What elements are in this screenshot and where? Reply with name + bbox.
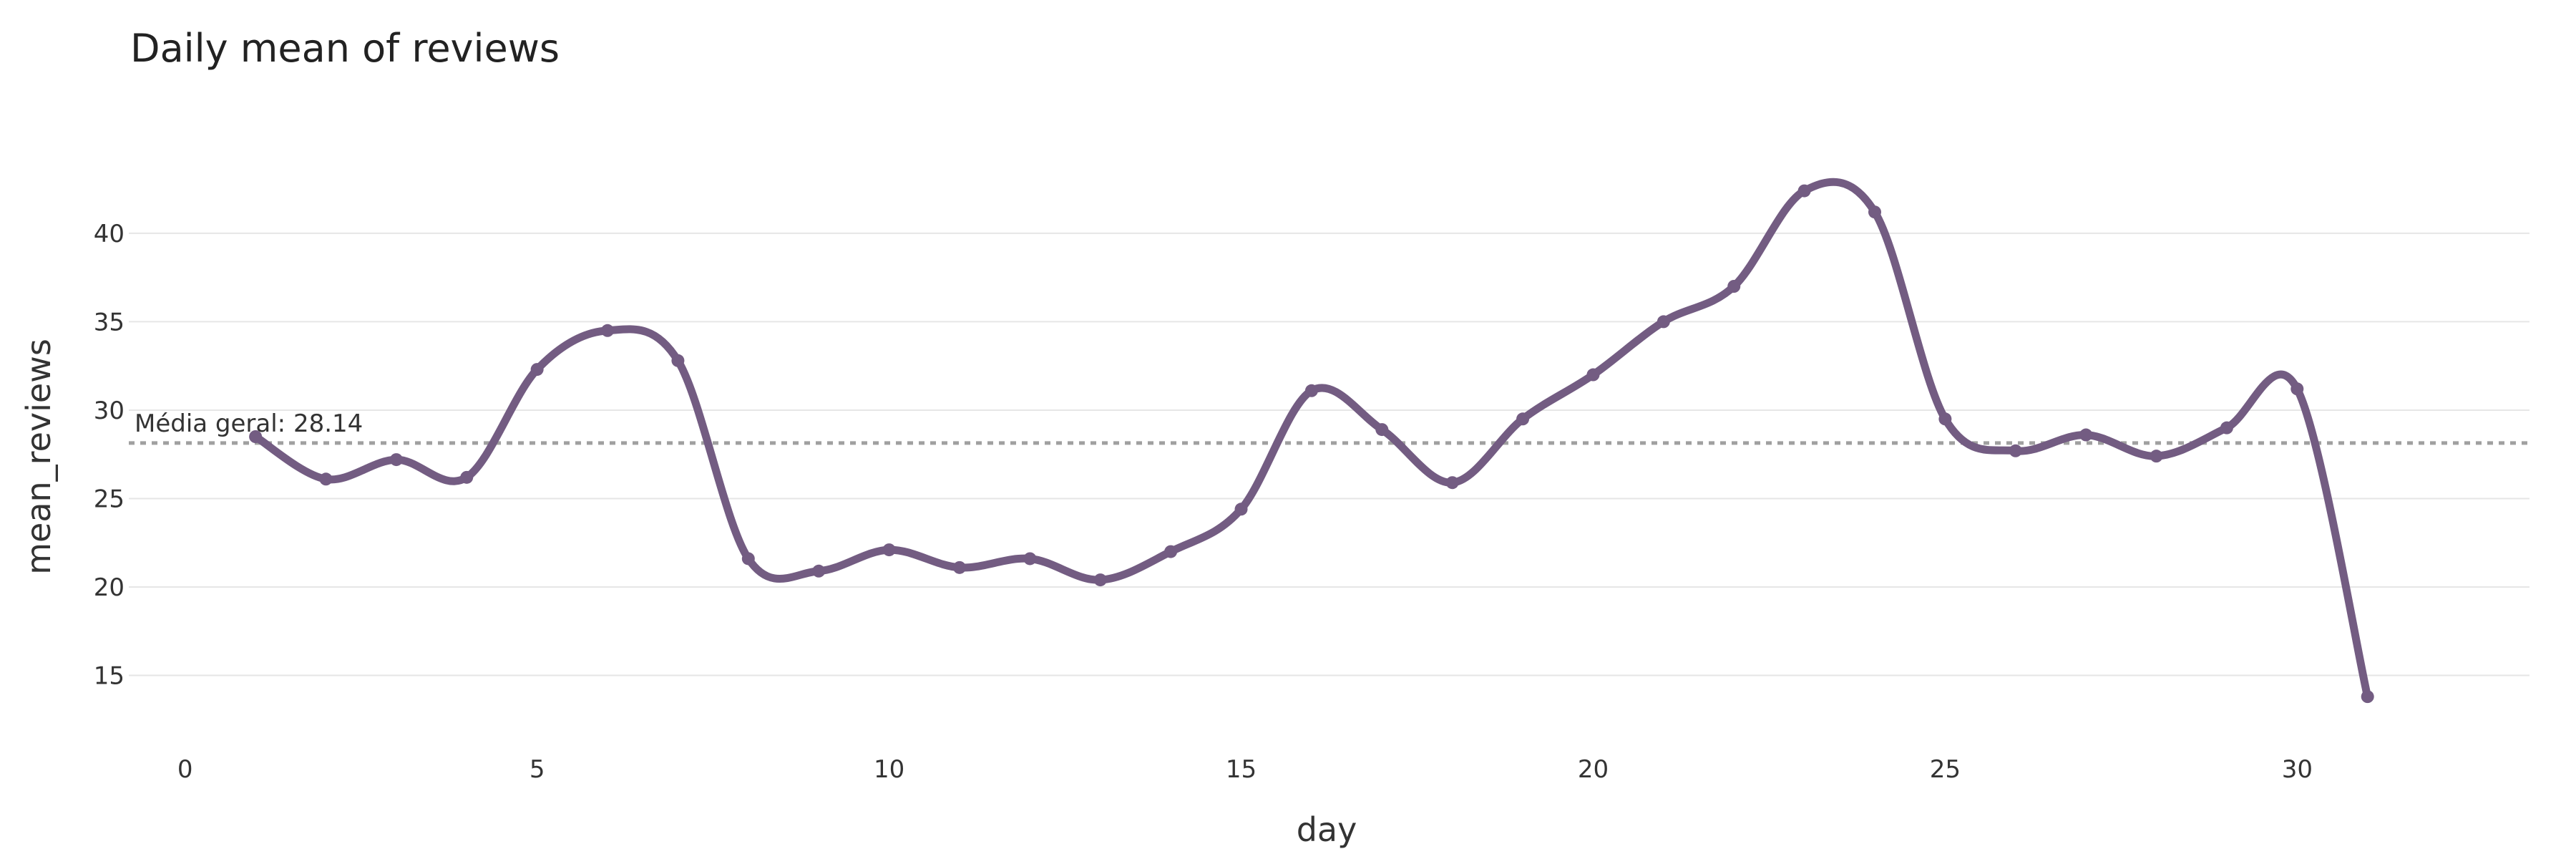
y-tick-label-30: 30 xyxy=(94,397,125,425)
tick-labels: 15 20 25 30 35 40 0 5 10 15 20 25 30 xyxy=(94,220,2313,784)
data-point-day-4 xyxy=(460,470,474,484)
x-tick-label-20: 20 xyxy=(1578,755,1609,784)
reference-line-group: Média geral: 28.14 xyxy=(129,409,2529,445)
mean-reference-label: Média geral: 28.14 xyxy=(135,409,363,438)
data-point-day-8 xyxy=(741,552,755,566)
x-tick-label-0: 0 xyxy=(177,755,193,784)
data-point-day-11 xyxy=(952,560,966,574)
data-point-day-25 xyxy=(1938,412,1952,426)
series-group xyxy=(249,178,2374,704)
y-tick-label-35: 35 xyxy=(94,308,125,336)
chart-title: Daily mean of reviews xyxy=(130,26,560,71)
data-point-day-12 xyxy=(1023,552,1037,566)
data-point-day-14 xyxy=(1164,545,1178,558)
data-point-day-16 xyxy=(1304,384,1318,397)
data-point-day-10 xyxy=(882,543,896,557)
x-tick-label-15: 15 xyxy=(1226,755,1257,784)
data-point-day-17 xyxy=(1375,423,1389,437)
data-point-day-23 xyxy=(1797,184,1811,198)
data-point-day-21 xyxy=(1657,315,1670,329)
data-point-day-6 xyxy=(601,324,615,337)
series-line-0 xyxy=(251,178,2372,701)
data-point-day-19 xyxy=(1516,412,1530,426)
y-tick-label-40: 40 xyxy=(94,220,125,248)
data-point-day-27 xyxy=(2079,428,2093,442)
data-point-day-24 xyxy=(1868,205,1881,219)
y-axis-title: mean_reviews xyxy=(19,339,58,575)
x-tick-label-25: 25 xyxy=(1930,755,1961,784)
data-point-day-2 xyxy=(319,472,333,486)
data-point-day-3 xyxy=(389,453,403,467)
x-axis-title: day xyxy=(1297,810,1357,849)
data-point-day-22 xyxy=(1727,280,1741,293)
data-point-day-29 xyxy=(2220,421,2233,435)
x-tick-label-5: 5 xyxy=(530,755,545,784)
y-tick-label-25: 25 xyxy=(94,485,125,513)
x-tick-label-10: 10 xyxy=(874,755,904,784)
data-point-day-30 xyxy=(2290,382,2304,396)
data-point-day-15 xyxy=(1234,503,1248,516)
data-point-day-26 xyxy=(2009,444,2022,457)
data-point-day-13 xyxy=(1093,573,1107,587)
x-tick-label-30: 30 xyxy=(2282,755,2313,784)
data-point-day-9 xyxy=(812,564,826,578)
data-point-day-5 xyxy=(530,363,544,377)
y-tick-label-20: 20 xyxy=(94,573,125,602)
data-point-day-18 xyxy=(1445,476,1459,490)
data-point-day-28 xyxy=(2150,450,2163,463)
data-point-day-7 xyxy=(671,354,685,367)
data-point-day-31 xyxy=(2361,690,2374,704)
gridlines xyxy=(129,232,2529,676)
data-point-day-20 xyxy=(1586,368,1600,382)
data-point-day-1 xyxy=(249,430,263,443)
y-tick-label-15: 15 xyxy=(94,662,125,691)
